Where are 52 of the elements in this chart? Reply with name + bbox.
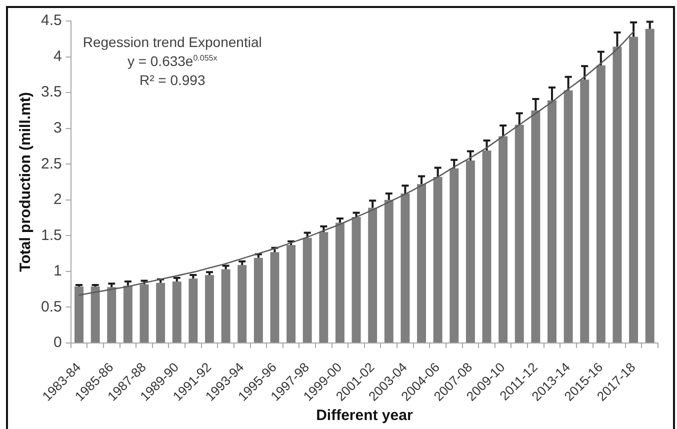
y-tick-label: 0.5 [40, 298, 62, 316]
bar [238, 265, 247, 342]
bar [450, 168, 459, 342]
annotation: R² = 0.993 [138, 71, 206, 90]
bar [433, 176, 442, 342]
bar [548, 100, 556, 342]
y-axis-title: Total production (mill.mt) [17, 92, 34, 272]
y-tick-label: 3 [54, 119, 62, 136]
bar [612, 46, 622, 342]
bar [400, 193, 410, 342]
y-tick-label: 2 [54, 191, 62, 208]
bar [286, 244, 296, 342]
bar [531, 110, 540, 342]
annotation: Regession trend Exponential [82, 33, 262, 52]
y-tick-label: 1 [54, 262, 62, 280]
bar [221, 269, 230, 342]
bar [466, 160, 475, 342]
bar [254, 258, 263, 342]
bar [352, 217, 361, 342]
bar [564, 90, 573, 342]
x-axis-title: Different year [316, 407, 413, 424]
bar [123, 286, 132, 342]
bar [482, 150, 492, 342]
bar [156, 282, 166, 342]
annotation: y = 0.633e$^{0.055x}$ [126, 52, 218, 71]
bar [140, 284, 149, 342]
bar [417, 184, 426, 342]
bar [498, 136, 508, 342]
bar [172, 281, 182, 342]
y-tick-label: 4.5 [40, 12, 62, 30]
bar [580, 80, 590, 342]
y-tick-label: 1.5 [40, 226, 62, 244]
bar [302, 238, 312, 342]
bar [335, 222, 344, 342]
bar [205, 275, 214, 342]
bar [74, 286, 84, 342]
bar [368, 208, 378, 342]
y-tick-label: 0 [54, 334, 62, 352]
bar [319, 232, 328, 342]
y-tick-label: 2.5 [40, 155, 62, 172]
y-tick-label: 3.5 [40, 84, 62, 101]
line-series [78, 31, 634, 296]
bar [384, 200, 394, 342]
bar [514, 124, 524, 342]
bar [107, 287, 116, 342]
bar [90, 286, 100, 342]
y-tick-label: 4 [54, 48, 62, 65]
bar [596, 65, 606, 342]
bar [645, 28, 654, 342]
bar [188, 278, 198, 342]
bar [270, 252, 280, 342]
bar [629, 36, 638, 342]
